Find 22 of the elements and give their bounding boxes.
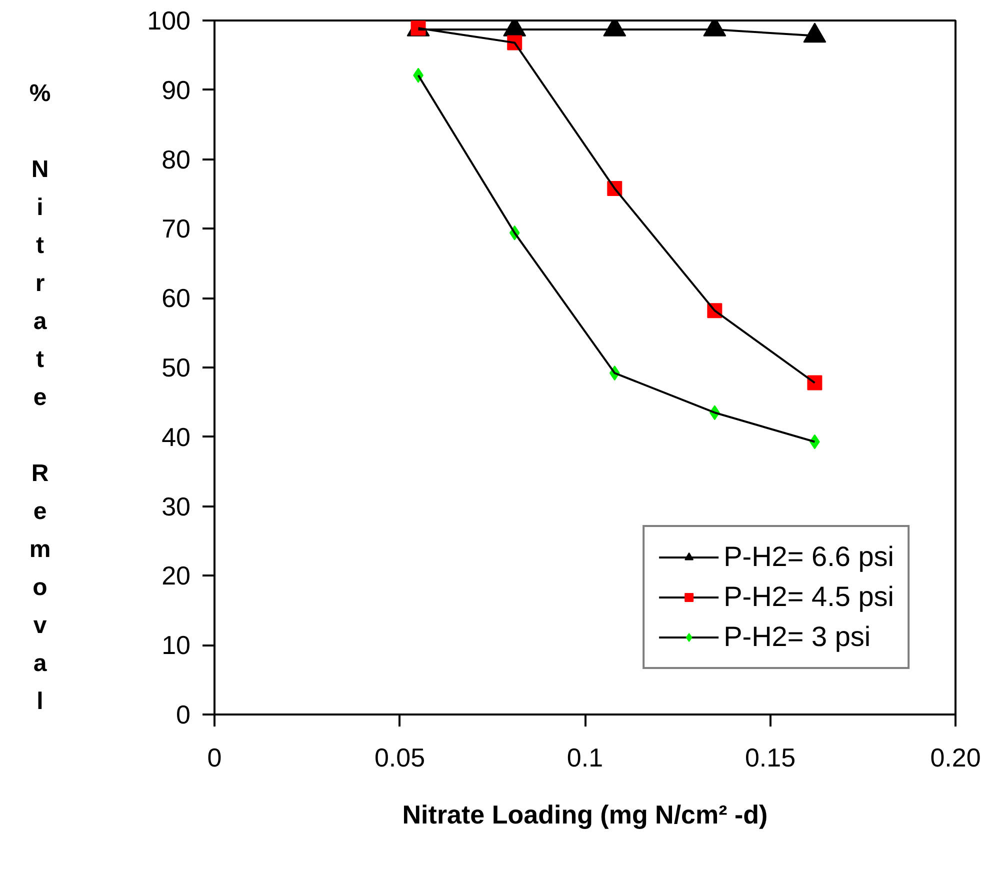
x-tick-label: 0 — [207, 742, 222, 772]
x-axis-title: Nitrate Loading (mg N/cm² -d) — [402, 800, 768, 830]
y-tick-label: 20 — [162, 560, 190, 591]
y-tick-label: 60 — [162, 283, 190, 314]
y-tick-label: 80 — [162, 144, 190, 174]
y-tick-label: 100 — [147, 6, 191, 36]
y-tick-label: 50 — [162, 352, 190, 382]
x-tick-label: 0.1 — [566, 742, 604, 772]
text: % Nitrate Removal — [29, 80, 51, 715]
y-tick-label: 40 — [162, 422, 190, 452]
x-tick-label: 0.15 — [744, 742, 796, 772]
y-tick-label: 0 — [176, 700, 191, 730]
legend-label: P-H2= 6.6 psi — [724, 541, 894, 573]
x-tick-label: 0.20 — [930, 742, 981, 772]
y-tick-label: 10 — [162, 630, 190, 660]
legend-label: P-H2= 3 psi — [724, 621, 871, 653]
y-tick-label: 30 — [162, 491, 190, 522]
y-tick-label: 70 — [162, 214, 190, 244]
point — [807, 375, 822, 390]
legend-label: P-H2= 4.5 psi — [724, 581, 894, 613]
x-tick-label: 0.05 — [374, 742, 426, 772]
y-tick-label: 90 — [162, 74, 190, 105]
